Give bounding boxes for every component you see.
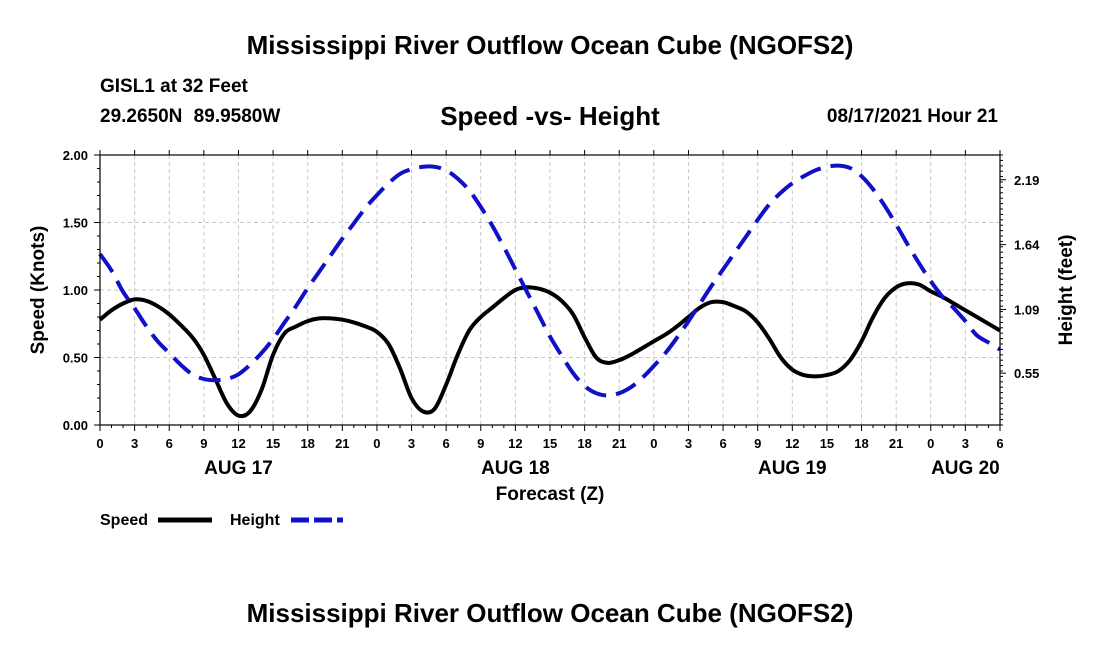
- y2-axis-title: Height (feet): [1056, 235, 1077, 346]
- x-day-label: AUG 20: [931, 458, 1000, 479]
- x-tick-label: 0: [96, 436, 103, 451]
- series-lines: [100, 166, 1000, 417]
- y-tick-label: 2.00: [63, 148, 88, 163]
- x-tick-label: 6: [166, 436, 173, 451]
- x-tick-label: 9: [754, 436, 761, 451]
- x-tick-label: 15: [266, 436, 280, 451]
- x-tick-label: 0: [927, 436, 934, 451]
- x-tick-label: 3: [962, 436, 969, 451]
- legend-speed-label: Speed: [100, 512, 148, 529]
- x-tick-label: 3: [408, 436, 415, 451]
- y-tick-label: 0.00: [63, 418, 88, 433]
- x-tick-label: 3: [685, 436, 692, 451]
- x-day-label: AUG 19: [758, 458, 827, 479]
- x-tick-label: 3: [131, 436, 138, 451]
- x-tick-label: 0: [373, 436, 380, 451]
- x-day-label: AUG 17: [204, 458, 273, 479]
- y-tick-label: 1.00: [63, 283, 88, 298]
- x-tick-label: 6: [996, 436, 1003, 451]
- x-tick-label: 12: [785, 436, 799, 451]
- y-axis-title: Speed (Knots): [28, 226, 49, 355]
- x-tick-label: 9: [200, 436, 207, 451]
- x-tick-label: 12: [231, 436, 245, 451]
- y-tick-label: 1.50: [63, 216, 88, 231]
- y2-tick-label: 1.09: [1014, 302, 1039, 317]
- speed-height-chart: 0 3 6 9 12 15 18 21 0 3 6 9 12 15 18 21 0 3 6 9 12 15 18 21 0 3 6 A…: [0, 0, 1100, 650]
- x-tick-label: 0: [650, 436, 657, 451]
- y2-tick-label: 1.64: [1014, 238, 1040, 253]
- axes: 0 3 6 9 12 15 18 21 0 3 6 9 12 15 18 21 0 3 6 9 12 15 18 21 0 3 6 A…: [63, 148, 1040, 479]
- x-day-label: AUG 18: [481, 458, 550, 479]
- x-axis-title: Forecast (Z): [496, 484, 605, 505]
- chart-title-bottom: Mississippi River Outflow Ocean Cube (NG…: [0, 598, 1100, 629]
- x-tick-label: 21: [889, 436, 903, 451]
- x-tick-label: 21: [612, 436, 626, 451]
- x-tick-label: 6: [443, 436, 450, 451]
- x-tick-label: 9: [477, 436, 484, 451]
- x-tick-label: 18: [577, 436, 591, 451]
- x-tick-label: 15: [820, 436, 834, 451]
- legend-height-label: Height: [230, 512, 280, 529]
- grid-lines: [100, 155, 1000, 425]
- y2-tick-label: 2.19: [1014, 173, 1039, 188]
- x-tick-label: 12: [508, 436, 522, 451]
- x-tick-label: 18: [854, 436, 868, 451]
- y-tick-label: 0.50: [63, 351, 88, 366]
- x-tick-label: 6: [719, 436, 726, 451]
- x-tick-label: 18: [300, 436, 314, 451]
- x-tick-label: 21: [335, 436, 349, 451]
- y2-tick-label: 0.55: [1014, 366, 1039, 381]
- legend: Speed Height: [100, 512, 343, 529]
- x-tick-label: 15: [543, 436, 557, 451]
